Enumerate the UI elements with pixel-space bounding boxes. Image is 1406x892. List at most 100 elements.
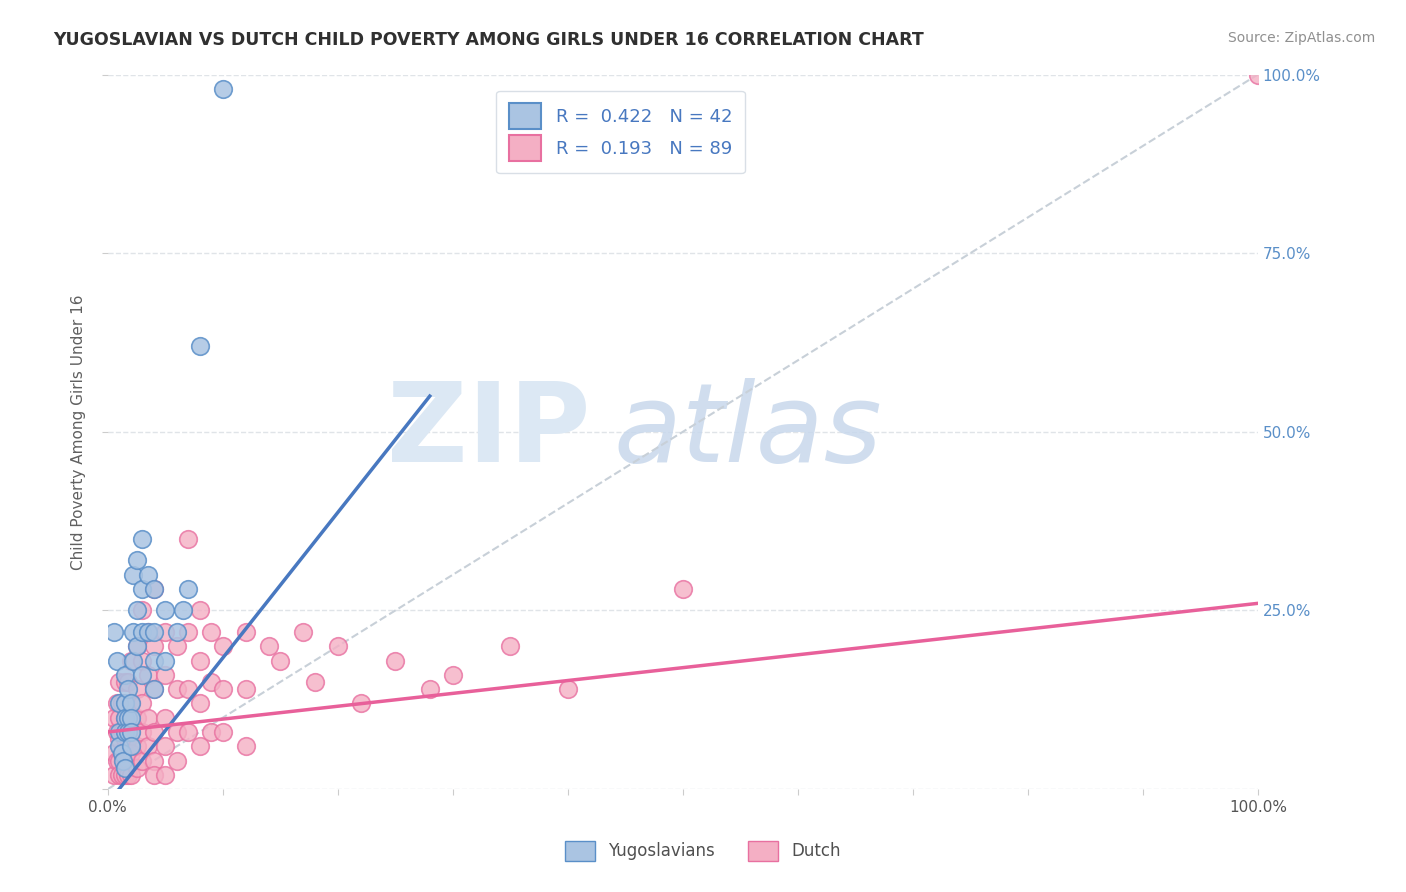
Point [142,639,165,653]
Point [499,639,522,653]
Point [120,697,142,711]
Point [122,567,145,582]
Point [166,682,188,697]
Point [136,668,159,682]
Point [188,603,211,617]
Point [105,754,128,768]
Point [125,553,148,567]
Point [142,624,165,639]
Point [155,711,177,725]
Text: ZIP: ZIP [388,378,591,485]
Point [120,725,142,739]
Point [131,603,153,617]
Point [142,725,165,739]
Point [188,653,211,667]
Point [177,532,200,546]
Point [142,582,165,596]
Point [155,768,177,782]
Point [155,653,177,667]
Point [114,675,136,690]
Point [136,567,159,582]
Point [166,624,188,639]
Point [117,768,139,782]
Point [110,747,132,761]
Point [110,768,132,782]
Point [114,754,136,768]
Point [166,754,188,768]
Point [419,682,441,697]
Point [672,582,695,596]
Point [114,732,136,747]
Point [114,768,136,782]
Point [235,682,257,697]
Point [117,732,139,747]
Point [117,754,139,768]
Point [110,747,132,761]
Point [142,754,165,768]
Point [114,711,136,725]
Point [108,697,131,711]
Point [120,725,142,739]
Point [211,682,233,697]
Point [211,639,233,653]
Point [188,697,211,711]
Point [117,711,139,725]
Point [114,697,136,711]
Point [131,624,153,639]
Point [155,739,177,754]
Point [120,739,142,754]
Point [117,682,139,697]
Point [257,639,280,653]
Point [114,725,136,739]
Point [142,682,165,697]
Point [103,747,125,761]
Point [120,653,142,667]
Point [155,668,177,682]
Point [105,725,128,739]
Point [131,532,153,546]
Point [131,653,153,667]
Point [122,624,145,639]
Point [114,711,136,725]
Point [350,697,373,711]
Legend: R =  0.422   N = 42, R =  0.193   N = 89: R = 0.422 N = 42, R = 0.193 N = 89 [496,91,745,173]
Point [108,675,131,690]
Y-axis label: Child Poverty Among Girls Under 16: Child Poverty Among Girls Under 16 [72,294,86,570]
Point [200,675,222,690]
Point [117,725,139,739]
Point [125,711,148,725]
Point [120,747,142,761]
Point [211,725,233,739]
Text: Source: ZipAtlas.com: Source: ZipAtlas.com [1227,31,1375,45]
Point [292,624,315,639]
Point [188,739,211,754]
Point [131,697,153,711]
Point [155,624,177,639]
Point [110,725,132,739]
Point [155,603,177,617]
Point [131,754,153,768]
Point [131,668,153,682]
Point [105,653,128,667]
Text: YUGOSLAVIAN VS DUTCH CHILD POVERTY AMONG GIRLS UNDER 16 CORRELATION CHART: YUGOSLAVIAN VS DUTCH CHILD POVERTY AMONG… [53,31,924,49]
Point [103,711,125,725]
Point [136,624,159,639]
Point [125,603,148,617]
Point [200,624,222,639]
Point [188,339,211,353]
Point [177,682,200,697]
Point [108,768,131,782]
Point [117,711,139,725]
Point [136,711,159,725]
Point [125,761,148,775]
Point [120,711,142,725]
Point [269,653,291,667]
Point [177,725,200,739]
Point [125,682,148,697]
Point [136,624,159,639]
Point [235,624,257,639]
Text: atlas: atlas [614,378,883,485]
Point [108,739,131,754]
Point [111,754,134,768]
Point [110,697,132,711]
